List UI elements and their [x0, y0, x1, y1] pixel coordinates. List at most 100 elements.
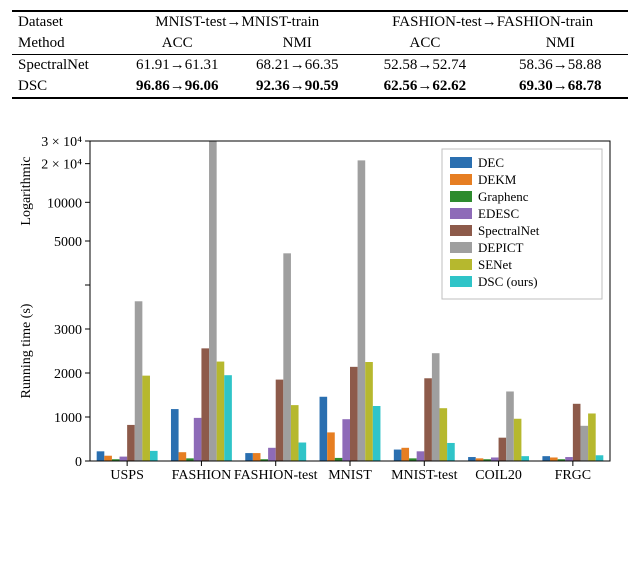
- header-dataset: Dataset: [12, 11, 117, 33]
- bar: [150, 451, 158, 461]
- bar: [447, 443, 455, 461]
- header-method: Method: [12, 33, 117, 55]
- bar: [327, 432, 335, 461]
- bar: [373, 406, 381, 461]
- row-1-cell-3: 69.30→68.78: [493, 76, 628, 98]
- bar: [299, 443, 307, 461]
- bar: [365, 362, 373, 461]
- header-sub-0-0: ACC: [117, 33, 237, 55]
- ytick-label: 2000: [54, 367, 82, 382]
- bar: [342, 419, 350, 461]
- legend-swatch: [450, 276, 472, 287]
- ytick-label: 0: [75, 455, 82, 470]
- legend-label: DSC (ours): [478, 274, 538, 289]
- bar: [350, 367, 358, 461]
- xtick-label: FASHION: [172, 468, 232, 483]
- bar: [440, 408, 448, 461]
- bar: [104, 456, 112, 461]
- bar: [245, 453, 253, 461]
- chart-svg: 0 1000 2000 3000 5000 10000 2 × 10⁴ 3 × 10⁴ Runn…: [12, 127, 628, 507]
- bar: [491, 457, 499, 461]
- row-0-name: SpectralNet: [12, 55, 117, 77]
- row-1-cell-1: 92.36→90.59: [237, 76, 357, 98]
- bar: [424, 378, 432, 461]
- bar: [201, 348, 209, 461]
- bar: [135, 301, 143, 461]
- bar: [417, 451, 425, 461]
- bar: [550, 457, 558, 461]
- bar: [320, 397, 328, 461]
- bar: [276, 380, 284, 461]
- bar: [253, 453, 261, 461]
- bar: [401, 448, 409, 461]
- bar: [394, 450, 402, 461]
- y-axis-label-log: Logarithmic: [19, 156, 34, 225]
- bar: [142, 376, 150, 461]
- legend-label: DEKM: [478, 172, 517, 187]
- bar: [283, 253, 291, 461]
- bar: [217, 362, 225, 461]
- legend-swatch: [450, 208, 472, 219]
- bar: [499, 438, 507, 461]
- header-group-0-title: MNIST-test→MNIST-train: [117, 11, 357, 33]
- xtick-label: FRGC: [555, 468, 592, 483]
- bar: [97, 451, 105, 461]
- legend-swatch: [450, 259, 472, 270]
- row-1-cell-0: 96.86→96.06: [117, 76, 237, 98]
- bar: [179, 452, 187, 461]
- legend-label: DEC: [478, 155, 504, 170]
- bar: [171, 409, 179, 461]
- xtick-label: MNIST-test: [391, 468, 457, 483]
- ytick-label: 2 × 10⁴: [41, 158, 82, 173]
- legend-swatch: [450, 225, 472, 236]
- header-sub-1-0: ACC: [357, 33, 492, 55]
- row-0-cell-0: 61.91→61.31: [117, 55, 237, 77]
- legend-label: SENet: [478, 257, 512, 272]
- row-0-cell-2: 52.58→52.74: [357, 55, 492, 77]
- header-sub-0-1: NMI: [237, 33, 357, 55]
- bar: [268, 448, 276, 461]
- row-0-cell-3: 58.36→58.88: [493, 55, 628, 77]
- results-table: Dataset MNIST-test→MNIST-train FASHION-t…: [12, 10, 628, 99]
- bar: [521, 456, 529, 461]
- y-axis-label: Running time (s): [19, 303, 34, 398]
- row-1-cell-2: 62.56→62.62: [357, 76, 492, 98]
- bar: [542, 456, 550, 461]
- bar: [358, 160, 366, 461]
- legend-swatch: [450, 191, 472, 202]
- row-0-cell-1: 68.21→66.35: [237, 55, 357, 77]
- legend-label: SpectralNet: [478, 223, 540, 238]
- ytick-label: 3000: [54, 323, 82, 338]
- xtick-label: USPS: [110, 468, 143, 483]
- xtick-label: COIL20: [475, 468, 522, 483]
- bar: [468, 457, 476, 461]
- ytick-label: 3 × 10⁴: [41, 135, 82, 150]
- bar: [573, 404, 581, 461]
- legend-label: Graphenc: [478, 189, 529, 204]
- legend-swatch: [450, 157, 472, 168]
- bar: [506, 391, 514, 461]
- bar: [580, 426, 588, 461]
- legend-swatch: [450, 174, 472, 185]
- header-group-1-title: FASHION-test→FASHION-train: [357, 11, 628, 33]
- bar: [432, 353, 440, 461]
- bar: [194, 418, 202, 461]
- row-1-name: DSC: [12, 76, 117, 98]
- legend-label: DEPICT: [478, 240, 524, 255]
- bar: [596, 455, 604, 461]
- ytick-label: 1000: [54, 411, 82, 426]
- bar: [514, 419, 522, 461]
- bar: [224, 375, 232, 461]
- running-time-chart: 0 1000 2000 3000 5000 10000 2 × 10⁴ 3 × 10⁴ Runn…: [12, 127, 628, 507]
- bar: [120, 457, 128, 461]
- bar: [127, 425, 135, 461]
- bar: [291, 405, 299, 461]
- xtick-label: MNIST: [328, 468, 372, 483]
- header-sub-1-1: NMI: [493, 33, 628, 55]
- ytick-label: 5000: [54, 235, 82, 250]
- legend-label: EDESC: [478, 206, 519, 221]
- bar: [588, 413, 596, 461]
- xtick-label: FASHION-test: [234, 468, 318, 483]
- bar: [209, 141, 217, 461]
- ytick-label: 10000: [47, 196, 82, 211]
